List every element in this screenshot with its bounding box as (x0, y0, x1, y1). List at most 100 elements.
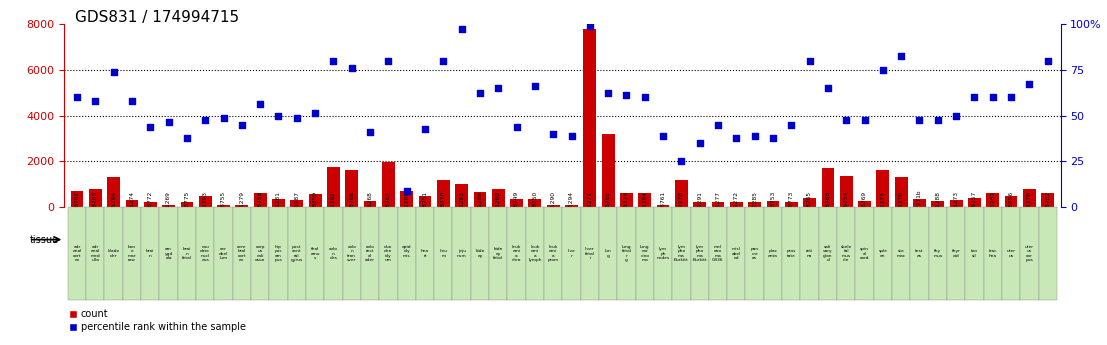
Point (397, 188, 415, 194)
Bar (894, 177, 908, 207)
Text: GSM28765: GSM28765 (807, 191, 813, 223)
Text: GSM28758: GSM28758 (258, 191, 262, 223)
Text: lym
ph
nodes: lym ph nodes (656, 247, 670, 260)
FancyBboxPatch shape (708, 207, 727, 300)
Point (215, 115, 232, 121)
Text: hip
poc
am
pus: hip poc am pus (275, 245, 282, 262)
FancyBboxPatch shape (434, 207, 453, 300)
Point (434, 58, 452, 63)
Text: GSM28759: GSM28759 (312, 191, 318, 223)
Bar (1042, 193, 1054, 207)
Text: thy
mus: thy mus (933, 249, 942, 258)
Text: GSM28754: GSM28754 (844, 191, 849, 223)
Text: sto
mac: sto mac (897, 249, 906, 258)
Point (489, 85, 507, 91)
Text: GSM11291: GSM11291 (697, 191, 702, 223)
Text: mel
ano
ma
G336: mel ano ma G336 (712, 245, 724, 262)
FancyBboxPatch shape (470, 207, 489, 300)
Text: uter
us
cor
pus: uter us cor pus (1025, 245, 1034, 262)
FancyBboxPatch shape (86, 207, 104, 300)
Bar (327, 167, 340, 207)
Text: ton
sil: ton sil (971, 249, 977, 258)
Bar (455, 184, 468, 207)
Bar (401, 191, 413, 207)
FancyBboxPatch shape (984, 207, 1002, 300)
FancyBboxPatch shape (215, 207, 232, 300)
Point (746, 134, 764, 139)
Text: GSM11270: GSM11270 (899, 191, 903, 223)
Point (361, 129, 379, 134)
Text: GSM28760: GSM28760 (606, 191, 611, 223)
Point (673, 159, 691, 164)
Bar (565, 205, 578, 207)
Bar (528, 199, 541, 207)
FancyBboxPatch shape (873, 207, 892, 300)
Bar (821, 168, 835, 207)
Bar (474, 192, 486, 207)
FancyBboxPatch shape (800, 207, 819, 300)
Text: GSM11271: GSM11271 (588, 191, 592, 223)
FancyBboxPatch shape (453, 207, 470, 300)
Text: GSM28764: GSM28764 (111, 191, 116, 223)
Bar (986, 193, 1000, 207)
Point (875, 67, 892, 72)
Text: GSM28756: GSM28756 (1008, 191, 1014, 223)
Text: brai
n: brai n (146, 249, 155, 258)
Text: epid
idy
mis: epid idy mis (402, 245, 412, 262)
Bar (804, 198, 816, 207)
Bar (931, 201, 944, 207)
Point (453, 26, 470, 31)
Bar (877, 170, 889, 207)
FancyBboxPatch shape (910, 207, 929, 300)
FancyBboxPatch shape (251, 207, 269, 300)
Bar (199, 196, 211, 207)
Bar (125, 200, 138, 207)
Point (142, 124, 159, 130)
Bar (163, 205, 175, 207)
FancyBboxPatch shape (727, 207, 745, 300)
Point (783, 122, 800, 127)
Text: GSM28755: GSM28755 (221, 191, 226, 223)
Text: GSM28750: GSM28750 (532, 191, 537, 223)
FancyBboxPatch shape (1038, 207, 1057, 300)
Text: am
ygd
ala: am ygd ala (165, 247, 173, 260)
Text: GSM11288: GSM11288 (935, 191, 940, 223)
Text: adr
enal
med
ulla: adr enal med ulla (91, 245, 101, 262)
FancyBboxPatch shape (654, 207, 672, 300)
Point (1002, 95, 1020, 100)
FancyBboxPatch shape (783, 207, 800, 300)
Text: GSM11276: GSM11276 (1027, 191, 1032, 223)
Text: adr
enal
cort
ex: adr enal cort ex (72, 245, 82, 262)
Text: GSM11269: GSM11269 (166, 191, 172, 223)
Text: spin
al
cord: spin al cord (860, 247, 869, 260)
Bar (1005, 196, 1017, 207)
Bar (309, 195, 321, 207)
Text: duo
den
idy
um: duo den idy um (384, 245, 393, 262)
Point (837, 117, 855, 123)
Text: liver
fetal
i: liver fetal i (584, 247, 594, 260)
Text: kidn
ey
fetal: kidn ey fetal (494, 247, 504, 260)
Bar (492, 189, 505, 207)
FancyBboxPatch shape (489, 207, 507, 300)
Point (965, 95, 983, 100)
Bar (382, 162, 395, 207)
FancyBboxPatch shape (562, 207, 581, 300)
Text: blade
der: blade der (107, 249, 120, 258)
FancyBboxPatch shape (946, 207, 965, 300)
Text: cau
date
nucl
eus: cau date nucl eus (200, 245, 210, 262)
Text: GSM11286: GSM11286 (404, 191, 410, 223)
Point (1038, 58, 1056, 63)
Text: test
es: test es (915, 249, 923, 258)
Text: misl
abel
ed: misl abel ed (732, 247, 741, 260)
Point (800, 58, 818, 63)
Point (159, 120, 177, 125)
Point (984, 95, 1002, 100)
Text: GSM28751: GSM28751 (423, 191, 427, 223)
Text: cer
ebel
lum: cer ebel lum (219, 247, 228, 260)
FancyBboxPatch shape (123, 207, 141, 300)
Point (178, 136, 196, 141)
Point (196, 117, 214, 123)
Bar (620, 193, 633, 207)
Text: GSM28772: GSM28772 (147, 191, 153, 223)
Bar (437, 179, 449, 207)
